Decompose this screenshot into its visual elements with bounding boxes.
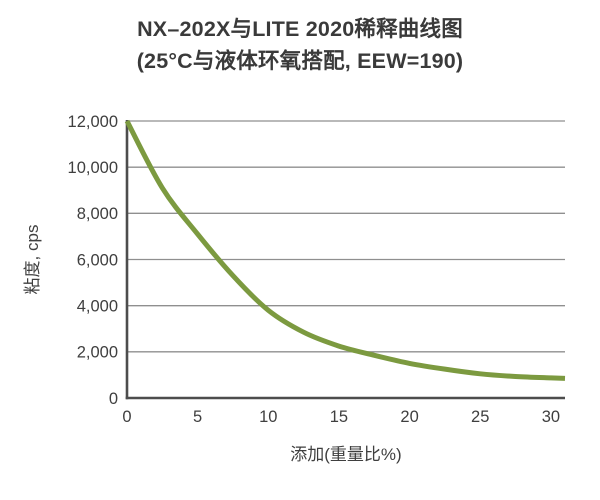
x-tick-label-0: 0 (122, 408, 131, 426)
y-axis-title: 粘度, cps (23, 225, 42, 295)
y-tick-label-2000: 2,000 (77, 344, 118, 362)
chart-title-line2: (25°C与液体环氧搭配, EEW=190) (136, 49, 464, 73)
y-tick-label-4000: 4,000 (77, 297, 118, 315)
x-axis-title: 添加(重量比%) (290, 445, 401, 464)
x-tick-label-30: 30 (542, 408, 560, 426)
x-tick-label-5: 5 (193, 408, 202, 426)
y-tick-label-12000: 12,000 (68, 113, 118, 131)
chart-title: NX–202X与LITE 2020稀释曲线图 (25°C与液体环氧搭配, EEW… (0, 13, 600, 77)
y-tick-label-8000: 8,000 (77, 205, 118, 223)
dilution-curve (124, 119, 566, 381)
dilution-curve-chart: 0 2,000 4,000 6,000 8,000 10,000 12,000 0 5 10 15 2… (23, 113, 566, 464)
chart-title-line1: NX–202X与LITE 2020稀释曲线图 (137, 17, 463, 41)
x-tick-label-25: 25 (471, 408, 489, 426)
y-tick-label-10000: 10,000 (68, 159, 118, 177)
x-tick-label-10: 10 (259, 408, 277, 426)
x-tick-label-20: 20 (400, 408, 418, 426)
x-tick-label-15: 15 (330, 408, 348, 426)
y-tick-label-6000: 6,000 (77, 251, 118, 269)
y-tick-label-0: 0 (109, 390, 118, 408)
